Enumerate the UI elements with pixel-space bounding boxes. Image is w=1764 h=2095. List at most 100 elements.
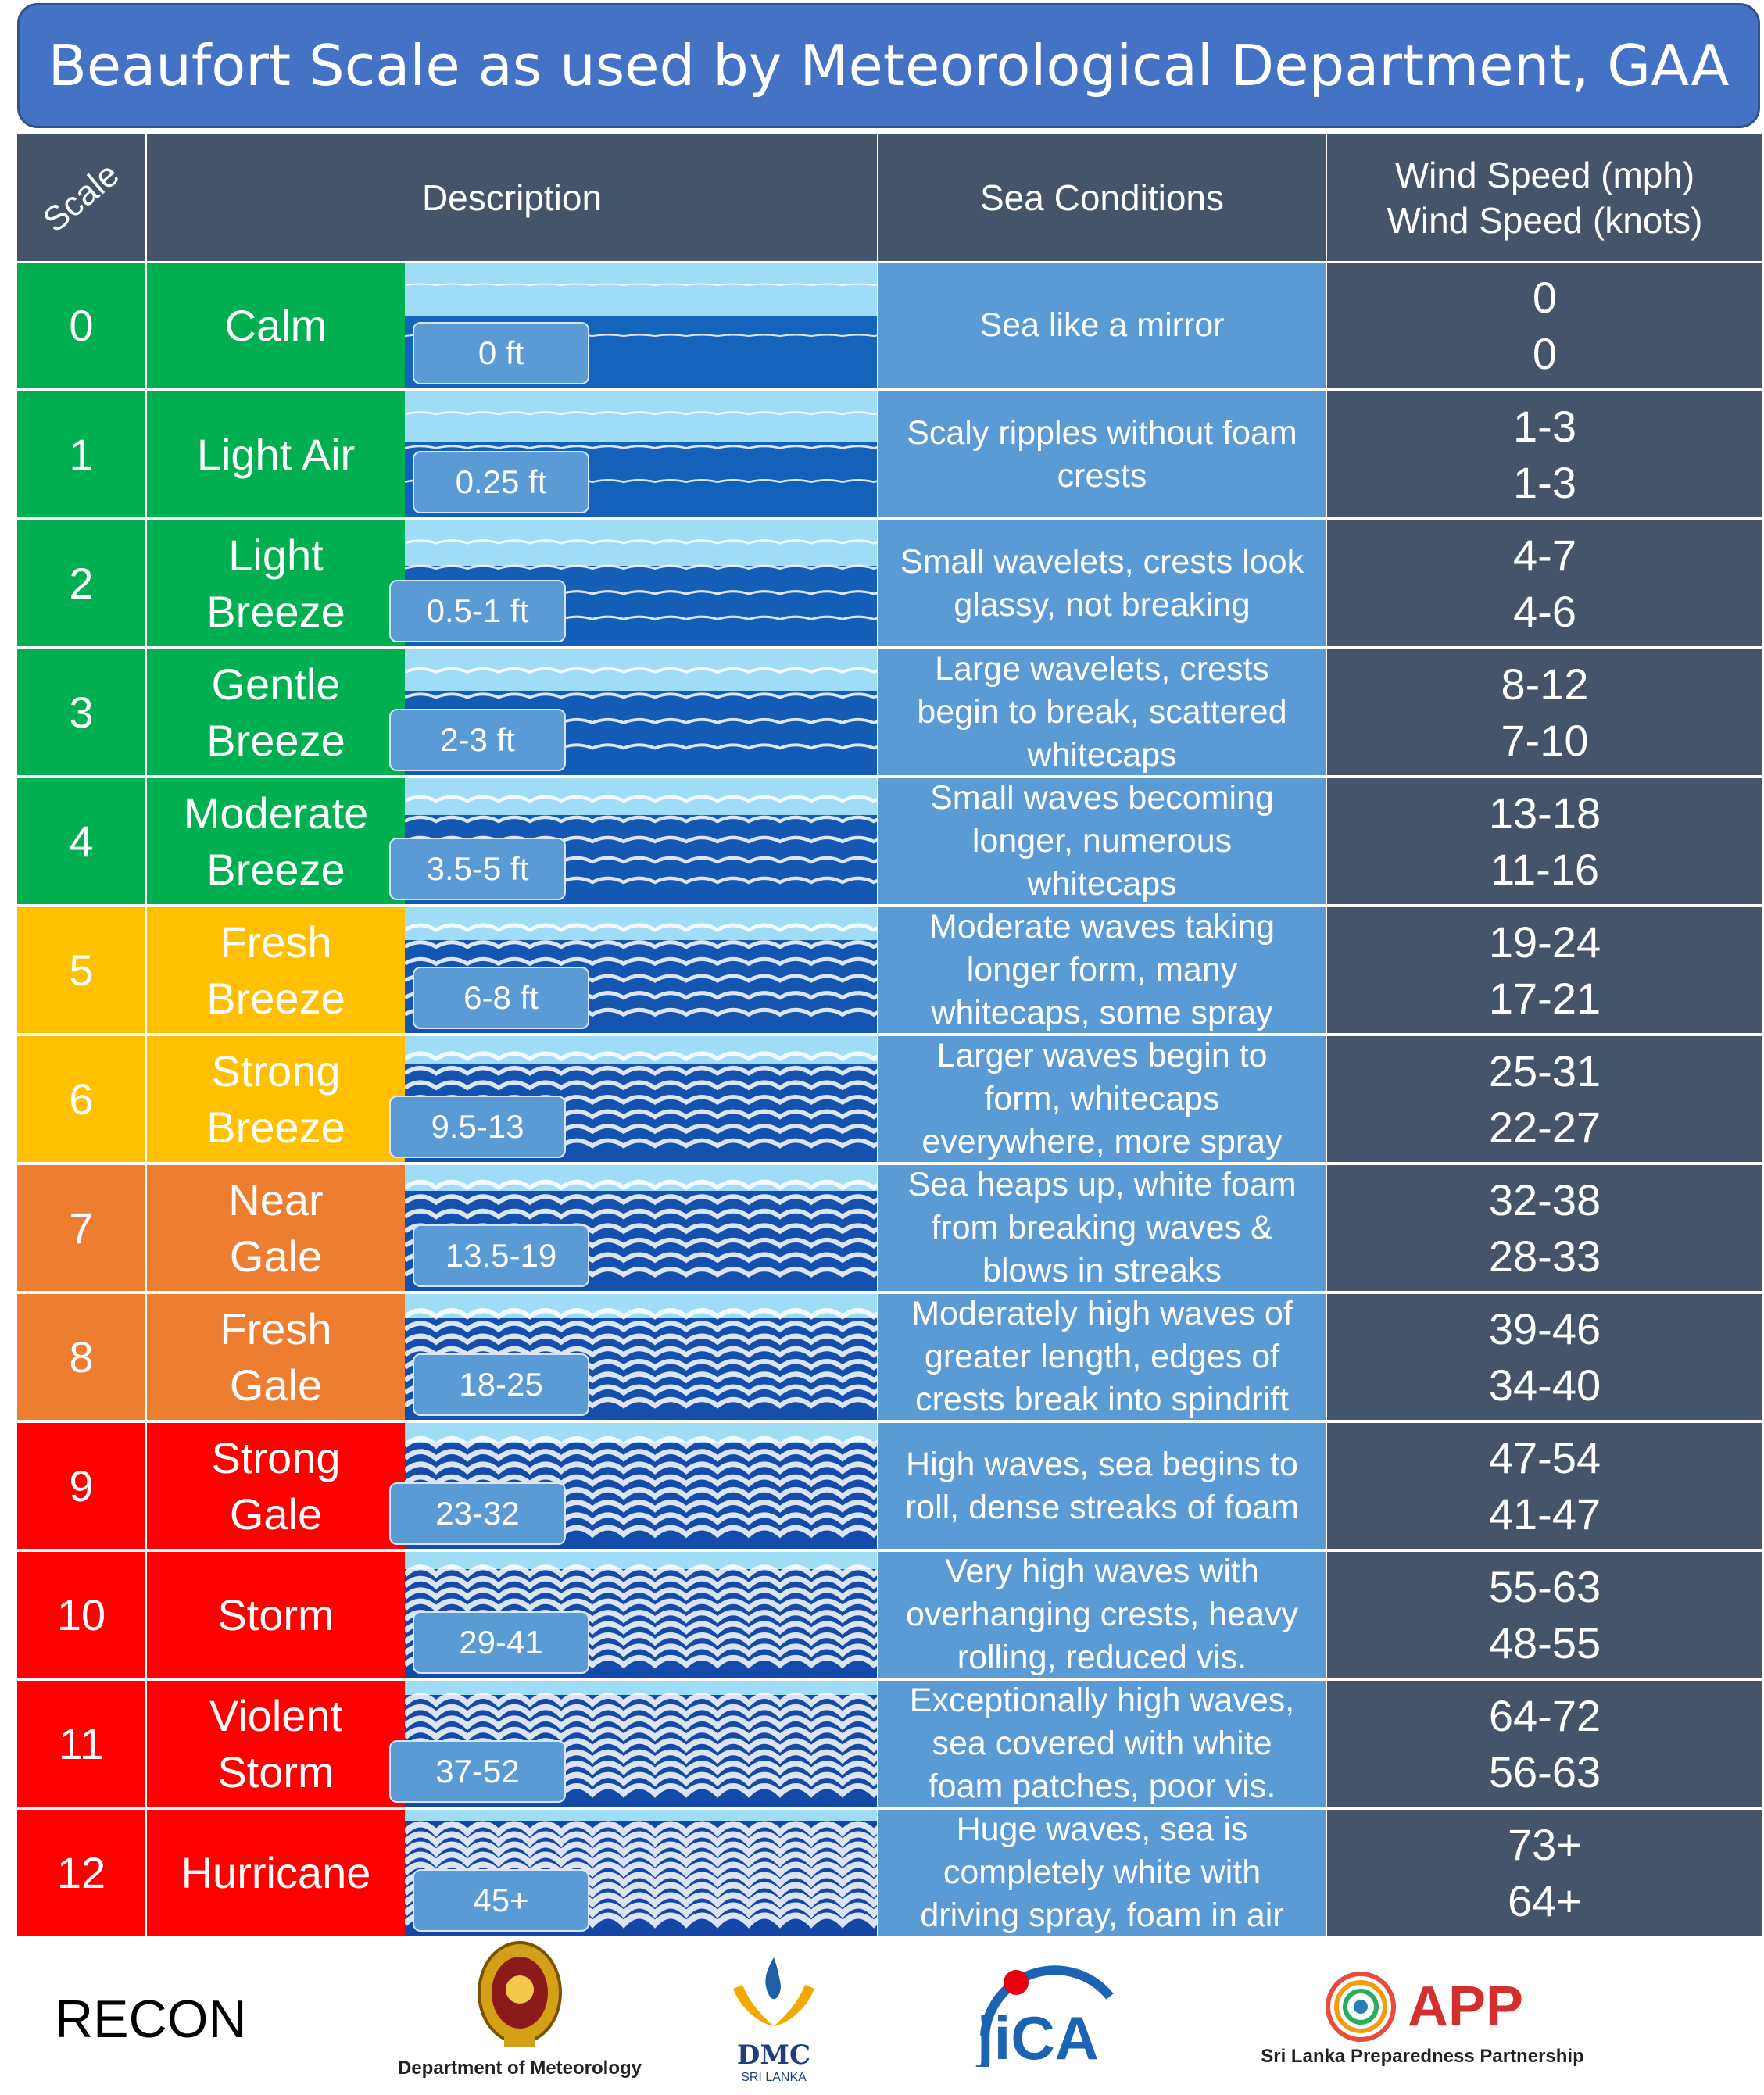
description-name: Fresh Breeze — [147, 907, 405, 1035]
wind-knots: 48-55 — [1488, 1618, 1601, 1668]
table-header: Scale Description Sea Conditions Wind Sp… — [17, 134, 1762, 261]
scale-number: 12 — [17, 1810, 145, 1937]
app-caption: Sri Lanka Preparedness Partnership — [1261, 2046, 1584, 2067]
description-line-1: Light — [228, 530, 324, 580]
wind-mph: 8-12 — [1501, 659, 1589, 709]
description-line-2: Breeze — [206, 973, 345, 1023]
table-row: 2 Light Breeze 0.5-1 ft Small wavelets, cres… — [17, 520, 1762, 648]
wind-mph: 25-31 — [1488, 1046, 1601, 1096]
wave-height-tag: 6-8 ft — [413, 967, 589, 1029]
sea-conditions: Small wavelets, crests look glassy, not … — [878, 520, 1326, 648]
sea-conditions: Very high waves with overhanging crests,… — [878, 1552, 1326, 1679]
sea-conditions: Large wavelets, crests begin to break, s… — [878, 649, 1326, 777]
description-line-2: Gale — [229, 1360, 323, 1410]
description-line-1: Fresh — [220, 917, 332, 967]
wave-height-tag: 0.5-1 ft — [389, 580, 566, 642]
wind-speed: 13-18 11-16 — [1327, 778, 1762, 906]
wind-speed: 39-46 34-40 — [1327, 1294, 1762, 1421]
wave-height-tag: 9.5-13 — [389, 1096, 566, 1158]
header-scale: Scale — [35, 155, 127, 240]
table-row: 6 Strong Breeze 9.5-13 Larger waves begin to… — [17, 1036, 1762, 1164]
wind-mph: 55-63 — [1488, 1561, 1601, 1611]
scale-number: 5 — [17, 907, 145, 1035]
scale-number: 2 — [17, 520, 145, 648]
description-name: Near Gale — [147, 1165, 405, 1292]
description-name: Gentle Breeze — [147, 649, 405, 777]
wave-height-tag: 23-32 — [389, 1482, 566, 1545]
app-logo: APP Sri Lanka Preparedness Partnership — [1258, 1968, 1587, 2068]
sea-image-cell — [405, 649, 877, 777]
table-row: 10 Storm 29-41 Very high waves with overhan… — [17, 1552, 1762, 1679]
description-name: Hurricane — [147, 1810, 405, 1937]
wind-knots: 17-21 — [1488, 973, 1601, 1023]
wind-mph: 73+ — [1508, 1819, 1582, 1869]
description-line-1: Gentle — [211, 659, 341, 709]
wave-height-tag: 29-41 — [413, 1611, 589, 1674]
wind-mph: 13-18 — [1488, 788, 1601, 838]
table-row: 7 Near Gale 13.5-19 Sea heaps up, white foam… — [17, 1165, 1762, 1292]
wave-height-tag: 45+ — [413, 1869, 589, 1932]
description-line-1: Near — [228, 1174, 324, 1224]
wind-knots: 7-10 — [1501, 715, 1589, 765]
jica-logo: jiCA — [961, 1950, 1125, 2075]
header-description: Description — [421, 177, 603, 218]
wind-speed: 4-7 4-6 — [1327, 520, 1762, 648]
description-name: Violent Storm — [147, 1681, 405, 1808]
met-department-logo: Department of Meteorology — [395, 1936, 645, 2079]
dmc-hands-icon — [733, 1957, 814, 2026]
wind-speed: 1-3 1-3 — [1327, 391, 1762, 519]
wind-knots: 34-40 — [1488, 1360, 1601, 1410]
header-wind-speed: Wind Speed (mph) Wind Speed (knots) — [1327, 134, 1762, 261]
wave-height-tag: 0 ft — [413, 322, 589, 384]
sea-conditions: High waves, sea begins to roll, dense st… — [878, 1423, 1326, 1550]
description-line-2: Gale — [229, 1231, 323, 1281]
wind-mph: 64-72 — [1488, 1690, 1601, 1740]
description-line-2: Breeze — [206, 844, 345, 894]
scale-number: 10 — [17, 1552, 145, 1679]
wave-height-tag: 13.5-19 — [413, 1224, 589, 1287]
page-title: Beaufort Scale as used by Meteorological… — [17, 3, 1760, 128]
header-wind-mph: Wind Speed (mph) — [1394, 155, 1695, 195]
dmc-sub: SRI LANKA — [741, 2071, 807, 2084]
scale-number: 0 — [17, 263, 145, 390]
header-wind-knots: Wind Speed (knots) — [1387, 200, 1703, 241]
met-emblem-icon — [478, 1941, 562, 2047]
wind-speed: 19-24 17-21 — [1327, 907, 1762, 1035]
description-name: Strong Gale — [147, 1423, 405, 1550]
sea-image-cell — [405, 1810, 877, 1937]
table-row: 1 Light Air 0.25 ft Scaly ripples without f… — [17, 391, 1762, 519]
wind-knots: 0 — [1532, 328, 1558, 378]
table-row: 3 Gentle Breeze 2-3 ft Large wavelets, crest… — [17, 649, 1762, 777]
wind-speed: 32-38 28-33 — [1327, 1165, 1762, 1292]
scale-number: 4 — [17, 778, 145, 906]
wind-mph: 47-54 — [1488, 1432, 1601, 1482]
scale-number: 8 — [17, 1294, 145, 1421]
wind-mph: 32-38 — [1488, 1174, 1601, 1224]
sea-conditions: Sea heaps up, white foam from breaking w… — [878, 1165, 1326, 1292]
description-line-1: Moderate — [183, 788, 369, 838]
table-row: 8 Fresh Gale 18-25 Moderately high waves of … — [17, 1294, 1762, 1421]
scale-number: 3 — [17, 649, 145, 777]
met-caption: Department of Meteorology — [397, 2057, 642, 2079]
sea-conditions: Exceptionally high waves, sea covered wi… — [878, 1681, 1326, 1808]
wind-knots: 56-63 — [1488, 1746, 1601, 1796]
sea-conditions: Moderate waves taking longer form, many … — [878, 907, 1326, 1035]
description-line-2: Breeze — [206, 715, 345, 765]
description-line-1: Storm — [217, 1589, 335, 1639]
sea-state-illustration — [405, 649, 877, 775]
scale-number: 11 — [17, 1681, 145, 1808]
sea-image-cell — [405, 1681, 877, 1808]
wind-speed: 64-72 56-63 — [1327, 1681, 1762, 1808]
wind-speed: 25-31 22-27 — [1327, 1036, 1762, 1164]
description-line-1: Hurricane — [181, 1847, 371, 1897]
wave-height-tag: 0.25 ft — [413, 451, 589, 513]
wind-knots: 1-3 — [1513, 457, 1576, 507]
description-line-2: Storm — [217, 1746, 335, 1796]
wind-speed: 73+ 64+ — [1327, 1810, 1762, 1937]
wind-speed: 8-12 7-10 — [1327, 649, 1762, 777]
description-line-1: Calm — [224, 300, 327, 350]
recon-label: RECON — [55, 1990, 247, 2049]
description-name: Storm — [147, 1552, 405, 1679]
wave-height-tag: 37-52 — [389, 1740, 566, 1803]
